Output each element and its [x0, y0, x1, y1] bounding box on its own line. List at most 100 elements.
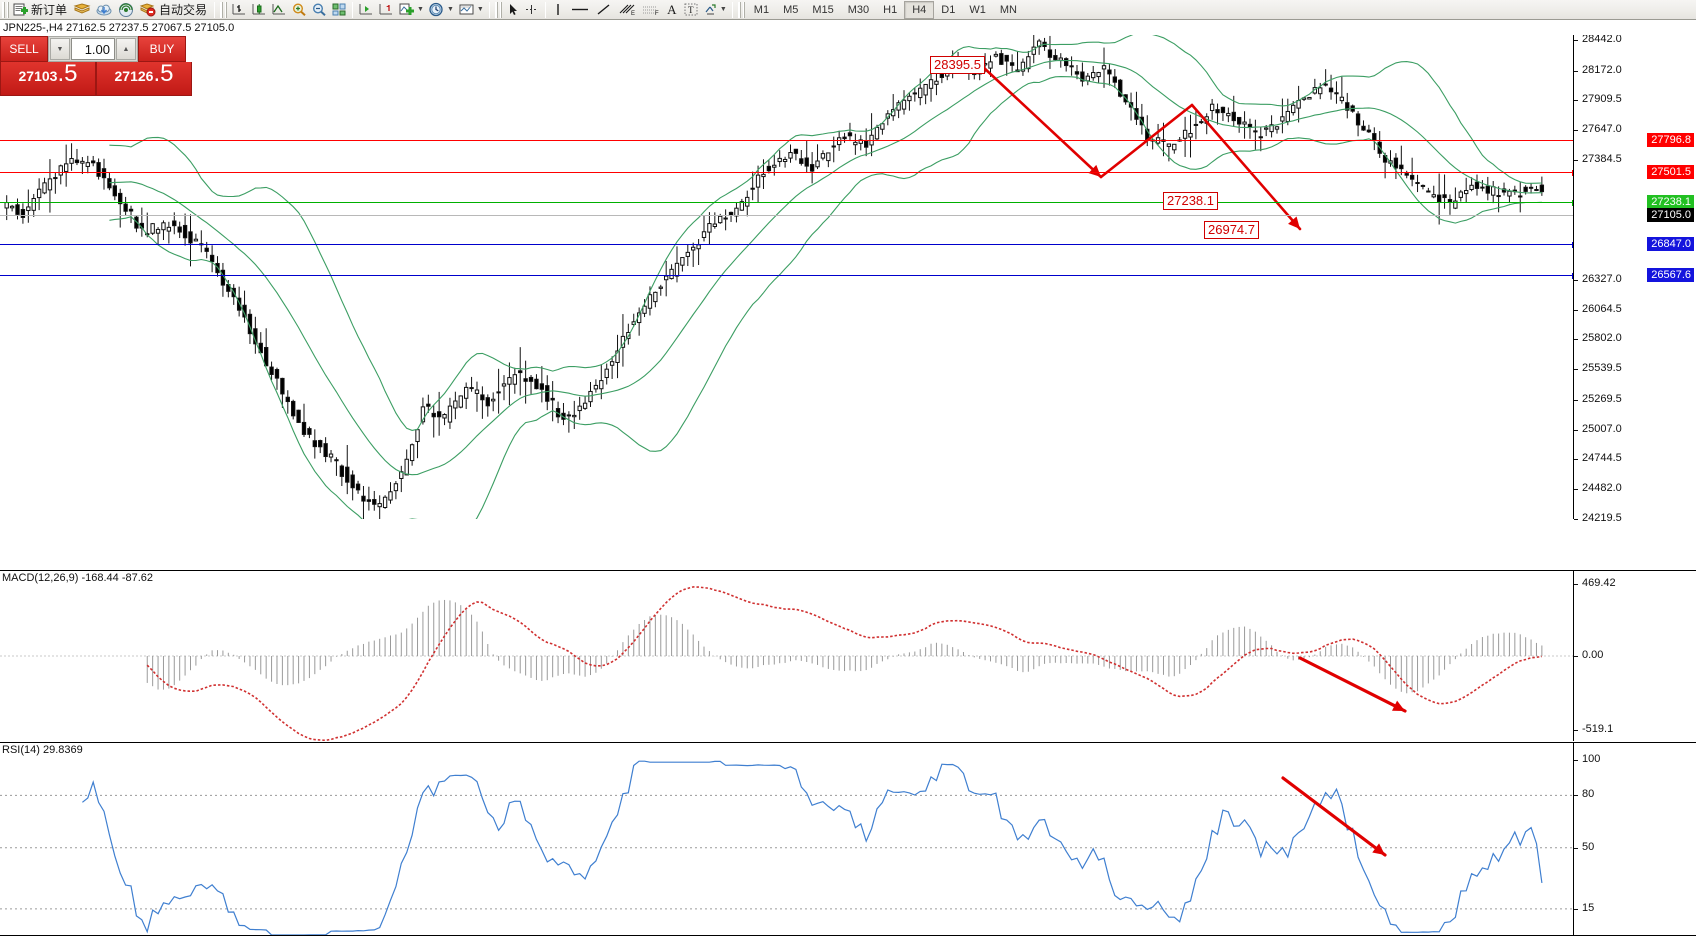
price-tick: 27647.0: [1574, 123, 1622, 135]
templates-icon[interactable]: ▼: [456, 1, 486, 19]
macd-pane[interactable]: MACD(12,26,9) -168.44 -87.62 469.42 0.00 -…: [0, 570, 1696, 741]
price-level-line[interactable]: [0, 170, 1573, 176]
timeframe-d1[interactable]: D1: [941, 3, 956, 16]
buy-price[interactable]: 27126 .5: [96, 62, 192, 96]
timeframe-mn[interactable]: MN: [999, 3, 1017, 16]
price-level-line[interactable]: [0, 200, 1573, 206]
book-icon[interactable]: [71, 1, 93, 19]
objects-icon[interactable]: ▼: [701, 1, 729, 19]
chevron-down-icon[interactable]: ▼: [417, 6, 424, 13]
rsi-tick: 80: [1574, 788, 1594, 800]
zoom-out-icon[interactable]: [309, 1, 329, 19]
price-tick: 25269.5: [1574, 393, 1622, 405]
toolbar-grip-2[interactable]: [220, 1, 228, 18]
auto-scroll-icon[interactable]: [356, 1, 376, 19]
new-order-button[interactable]: 新订单: [11, 1, 71, 19]
timeframe-m30[interactable]: M30: [847, 3, 870, 16]
price-level-tag[interactable]: 26567.6: [1647, 268, 1694, 282]
toolbar-separator-5: [731, 1, 733, 18]
sell-price[interactable]: 27103 .5: [0, 62, 96, 96]
toolbar-grip-3[interactable]: [494, 1, 502, 18]
fibonacci-icon[interactable]: E: [615, 1, 639, 19]
rsi-scale: 100 80 50 15: [1573, 743, 1696, 935]
rsi-plot-area[interactable]: [0, 743, 1573, 935]
sell-button[interactable]: SELL: [0, 36, 48, 62]
signal-icon[interactable]: [115, 1, 137, 19]
price-scale[interactable]: 28442.0 28172.0 27909.5 27647.0 27384.5 26327…: [1573, 22, 1696, 524]
crosshair-icon[interactable]: [522, 1, 542, 19]
price-level-line[interactable]: [0, 273, 1573, 279]
toolbar-separator-2: [352, 1, 354, 18]
channel-icon[interactable]: F: [639, 1, 663, 19]
line-chart-icon[interactable]: [269, 1, 289, 19]
trendline-icon[interactable]: [593, 1, 615, 19]
macd-plot-area[interactable]: [0, 571, 1573, 741]
price-level-handle[interactable]: [1572, 200, 1573, 206]
clock-icon[interactable]: ▼: [426, 1, 456, 19]
price-level-line[interactable]: [0, 215, 1573, 216]
price-tick: 26064.5: [1574, 303, 1622, 315]
timeframe-h1[interactable]: H1: [883, 3, 898, 16]
price-level-handle[interactable]: [1572, 273, 1573, 279]
buy-button[interactable]: BUY: [138, 36, 186, 62]
volume-input[interactable]: 1.00: [71, 38, 115, 60]
candlestick-icon[interactable]: [249, 1, 269, 19]
price-tick: 27384.5: [1574, 153, 1622, 165]
price-level-tag[interactable]: 27501.5: [1647, 165, 1694, 179]
cursor-icon[interactable]: [504, 1, 522, 19]
toolbar-grip[interactable]: [2, 1, 9, 18]
volume-increase-button[interactable]: ▲: [116, 38, 136, 60]
text-label-icon[interactable]: T: [681, 1, 701, 19]
timeframe-h4[interactable]: H4: [904, 0, 935, 19]
chart-shift-icon[interactable]: [376, 1, 396, 19]
price-level-line[interactable]: [0, 140, 1573, 141]
toolbar-grip-4[interactable]: [737, 1, 745, 18]
indicators-plus-icon[interactable]: ▼: [396, 1, 426, 19]
timeframe-m5[interactable]: M5: [783, 3, 799, 16]
main-toolbar: 新订单 自动交易: [0, 0, 1696, 20]
price-level-tag[interactable]: 27105.0: [1647, 208, 1694, 222]
price-tick: 24744.5: [1574, 452, 1622, 464]
buy-price-main: 27126: [114, 68, 154, 84]
price-tick: 28172.0: [1574, 64, 1622, 76]
cloud-icon[interactable]: [93, 1, 115, 19]
toolbar-separator-4: [544, 1, 546, 18]
price-level-handle[interactable]: [1572, 242, 1573, 248]
price-annotation[interactable]: 26974.7: [1204, 221, 1259, 239]
svg-text:F: F: [655, 11, 659, 17]
volume-decrease-button[interactable]: ▼: [50, 38, 70, 60]
timeframe-m1[interactable]: M1: [753, 3, 770, 16]
price-chart-svg: [4, 25, 1545, 519]
chevron-down-icon-3[interactable]: ▼: [476, 6, 484, 13]
horizontal-line-icon[interactable]: [567, 1, 593, 19]
vertical-line-icon[interactable]: [549, 1, 567, 19]
price-level-line[interactable]: [0, 242, 1573, 248]
price-level-tag[interactable]: 26847.0: [1647, 237, 1694, 251]
price-level-tag[interactable]: 27238.1: [1647, 195, 1694, 209]
bar-chart-icon[interactable]: [229, 1, 249, 19]
tile-windows-icon[interactable]: [329, 1, 349, 19]
price-level-handle[interactable]: [1572, 170, 1573, 176]
zoom-in-icon[interactable]: [289, 1, 309, 19]
rsi-pane[interactable]: RSI(14) 29.8369 100 80 50 15: [0, 742, 1696, 935]
one-click-trading-panel[interactable]: SELL ▼ 1.00 ▲ BUY 27103 .5 27126 .5: [0, 36, 196, 96]
price-level-tag[interactable]: 27796.8: [1647, 133, 1694, 147]
macd-scale: 469.42 0.00 -519.1: [1573, 571, 1696, 741]
svg-text:E: E: [631, 11, 635, 17]
rsi-chart-svg: [0, 760, 1573, 935]
volume-stepper[interactable]: ▼ 1.00 ▲: [48, 36, 138, 62]
macd-tick: 0.00: [1574, 649, 1603, 661]
timeframe-w1[interactable]: W1: [969, 3, 986, 16]
text-icon[interactable]: A: [667, 1, 677, 17]
buy-price-fraction: .5: [153, 60, 174, 87]
chevron-down-icon-2[interactable]: ▼: [446, 6, 454, 13]
price-annotation[interactable]: 28395.5: [930, 56, 985, 74]
price-annotation[interactable]: 27238.1: [1163, 192, 1218, 210]
price-tick: 24482.0: [1574, 482, 1622, 494]
autotrading-button[interactable]: 自动交易: [137, 1, 211, 19]
chevron-down-icon-4[interactable]: ▼: [719, 6, 727, 13]
timeframe-m15[interactable]: M15: [812, 3, 834, 16]
